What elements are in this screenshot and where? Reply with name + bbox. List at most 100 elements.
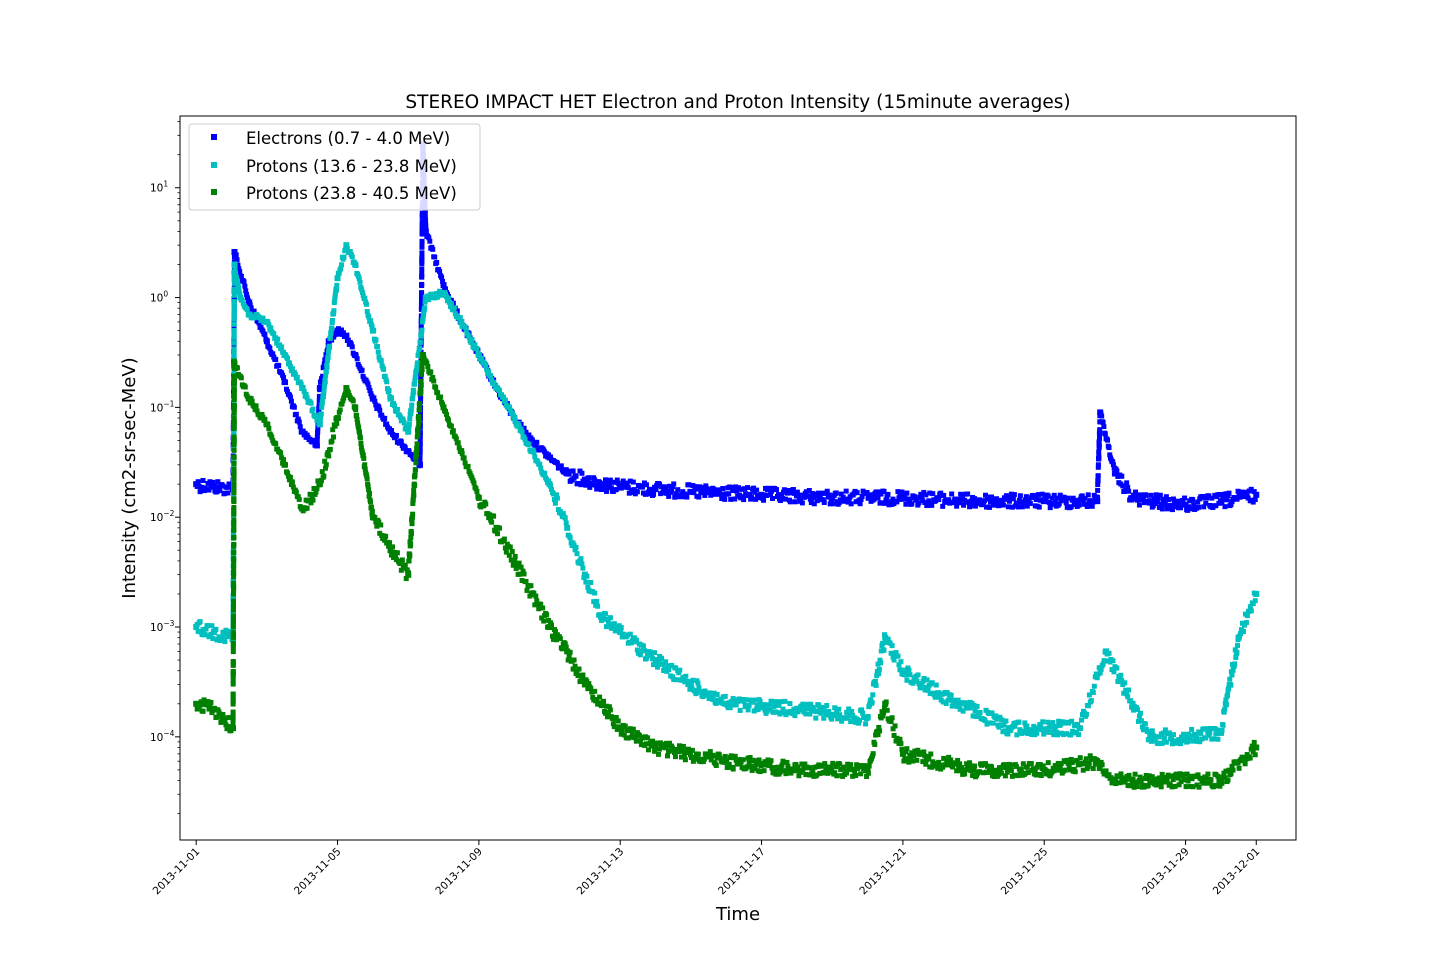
data-point-fill: [417, 437, 423, 443]
data-point-fill: [549, 622, 555, 628]
data-point: [1182, 501, 1189, 508]
data-point-fill: [411, 381, 417, 387]
data-point-fill: [424, 360, 430, 366]
data-point: [652, 744, 659, 751]
data-point-fill: [1086, 692, 1092, 698]
data-point-fill: [231, 279, 237, 285]
data-point-fill: [1113, 781, 1119, 787]
data-point-fill: [1047, 505, 1053, 511]
data-point-fill: [1146, 729, 1152, 735]
data-point-fill: [230, 670, 236, 676]
data-point-fill: [873, 682, 879, 688]
data-point-fill: [231, 334, 237, 340]
data-point-fill: [1153, 782, 1159, 788]
data-point-fill: [567, 535, 573, 541]
data-point-fill: [235, 262, 241, 268]
data-point-fill: [808, 500, 814, 506]
data-point-fill: [726, 761, 732, 767]
data-point-fill: [690, 677, 696, 683]
data-point-fill: [752, 766, 758, 772]
data-point-fill: [268, 325, 274, 331]
data-point-fill: [331, 308, 337, 314]
data-point-fill: [670, 484, 676, 490]
data-point-fill: [1090, 766, 1096, 772]
data-point-fill: [955, 757, 961, 763]
data-point-fill: [1035, 492, 1041, 498]
data-point-fill: [273, 441, 279, 447]
y-tick-label: 100: [150, 290, 168, 305]
data-point-fill: [730, 766, 736, 772]
data-point-fill: [1136, 713, 1142, 719]
data-point-fill: [1211, 783, 1217, 789]
data-point-fill: [366, 487, 372, 493]
data-point-fill: [316, 398, 322, 404]
data-point-fill: [1006, 498, 1012, 504]
data-point-fill: [807, 711, 813, 717]
data-point-fill: [1089, 503, 1095, 509]
data-point-fill: [562, 641, 568, 647]
data-point-fill: [566, 653, 572, 659]
data-point-fill: [594, 598, 600, 604]
data-point-fill: [202, 631, 208, 637]
data-point-fill: [360, 293, 366, 299]
data-point-fill: [606, 621, 612, 627]
data-point-fill: [331, 434, 337, 440]
data-point-fill: [592, 688, 598, 694]
data-point-fill: [230, 691, 236, 697]
data-point-fill: [820, 497, 826, 503]
data-point-fill: [921, 749, 927, 755]
data-point-fill: [567, 649, 573, 655]
data-point-fill: [946, 754, 952, 760]
data-point-fill: [1031, 723, 1037, 729]
data-point-fill: [788, 770, 794, 776]
data-point-fill: [885, 491, 891, 497]
chart-title: STEREO IMPACT HET Electron and Proton In…: [405, 92, 1070, 113]
data-point-fill: [419, 271, 425, 277]
data-point-fill: [389, 428, 395, 434]
data-point-fill: [739, 486, 745, 492]
data-point-fill: [656, 751, 662, 757]
data-point-fill: [304, 395, 310, 401]
data-point-fill: [972, 708, 978, 714]
data-point-fill: [1106, 445, 1112, 451]
data-point-fill: [418, 295, 424, 301]
data-point-fill: [336, 270, 342, 276]
data-point-fill: [936, 694, 942, 700]
data-point-fill: [443, 291, 449, 297]
data-point-fill: [671, 481, 677, 487]
data-point-fill: [1225, 692, 1231, 698]
data-point-fill: [732, 753, 738, 759]
data-point-fill: [1117, 780, 1123, 786]
data-point-fill: [336, 326, 342, 332]
data-point-fill: [588, 579, 594, 585]
data-point-fill: [418, 379, 424, 385]
data-point-fill: [230, 674, 236, 680]
data-point-fill: [1203, 775, 1209, 781]
data-point-fill: [532, 602, 538, 608]
data-point-fill: [663, 745, 669, 751]
data-point-fill: [1030, 766, 1036, 772]
data-point-fill: [1138, 493, 1144, 499]
data-point-fill: [391, 549, 397, 555]
data-point-fill: [847, 713, 853, 719]
data-point-fill: [347, 248, 353, 254]
data-point-fill: [729, 698, 735, 704]
data-point-fill: [856, 720, 862, 726]
data-point-fill: [895, 489, 901, 495]
data-point-fill: [419, 259, 425, 265]
data-point-fill: [1222, 775, 1228, 781]
data-point-fill: [1119, 678, 1125, 684]
data-point-fill: [1170, 496, 1176, 502]
data-point-fill: [802, 705, 808, 711]
data-point-fill: [230, 696, 236, 702]
data-point-fill: [306, 497, 312, 503]
data-point-fill: [1159, 771, 1165, 777]
data-point-fill: [231, 505, 237, 511]
data-point-fill: [592, 590, 598, 596]
data-point-fill: [1141, 500, 1147, 506]
data-point-fill: [1213, 503, 1219, 509]
data-point-fill: [516, 560, 522, 566]
data-point-fill: [217, 711, 223, 717]
data-point: [475, 494, 482, 501]
data-point-fill: [989, 710, 995, 716]
